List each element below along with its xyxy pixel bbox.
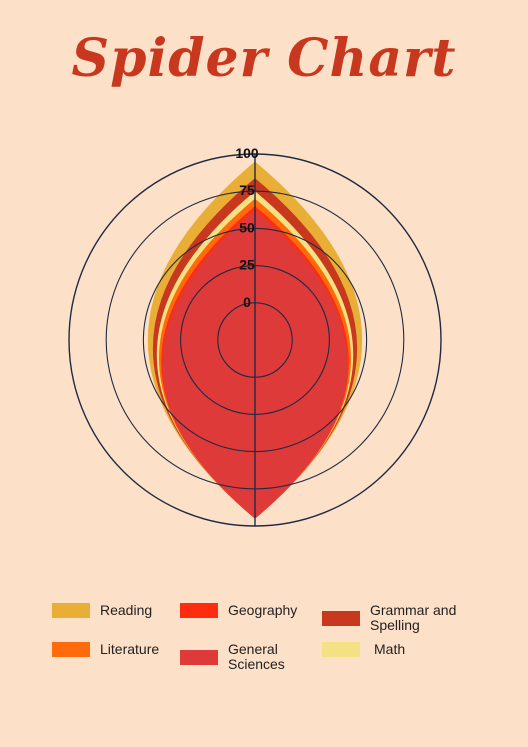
legend-label: Math (374, 641, 406, 657)
legend-swatch (322, 642, 360, 657)
legend-item-math: Math (322, 642, 405, 657)
radial-tick-label: 100 (235, 145, 259, 161)
legend-swatch (322, 610, 360, 626)
legend-item-geography: Geography (180, 603, 297, 618)
legend-swatch (180, 603, 218, 618)
legend-swatch (52, 642, 90, 657)
chart-legend: Reading Geography Grammar and Spelling L… (0, 590, 528, 680)
legend-item-general-sciences: General Sciences (180, 642, 308, 672)
legend-swatch (180, 649, 218, 665)
legend-swatch (52, 603, 90, 618)
radial-tick-label: 0 (243, 294, 251, 310)
radial-tick-label: 25 (239, 257, 255, 273)
radial-tick-label: 50 (239, 219, 255, 235)
legend-label: Grammar and Spelling (370, 602, 457, 633)
legend-item-reading: Reading (52, 603, 152, 618)
legend-label: Reading (100, 602, 153, 618)
legend-label: Geography (228, 602, 298, 618)
legend-item-literature: Literature (52, 642, 159, 657)
legend-item-grammar-spelling: Grammar and Spelling (322, 603, 470, 633)
legend-label: Literature (100, 641, 160, 657)
chart-title: Spider Chart (71, 28, 457, 89)
radial-tick-label: 75 (239, 182, 255, 198)
legend-label: General Sciences (228, 641, 285, 672)
